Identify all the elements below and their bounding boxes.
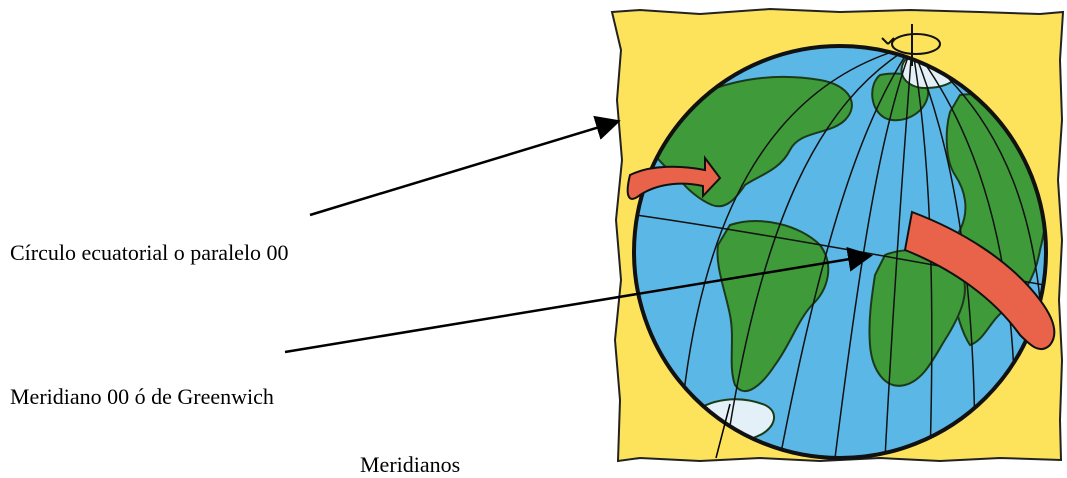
globe-diagram	[284, 7, 1065, 463]
equator-pointer-arrow	[309, 115, 621, 217]
rotation-symbol-icon	[881, 24, 941, 66]
rotation-arrow-icon	[626, 155, 1056, 351]
meridians-label: Meridianos	[360, 452, 461, 477]
greenwich-meridian-label: Meridiano 00 ó de Greenwich	[10, 384, 274, 409]
greenwich-pointer-arrow	[284, 246, 873, 354]
meridians-pointer-line	[715, 403, 731, 459]
equator-label: Círculo ecuatorial o paralelo 00	[10, 240, 289, 265]
